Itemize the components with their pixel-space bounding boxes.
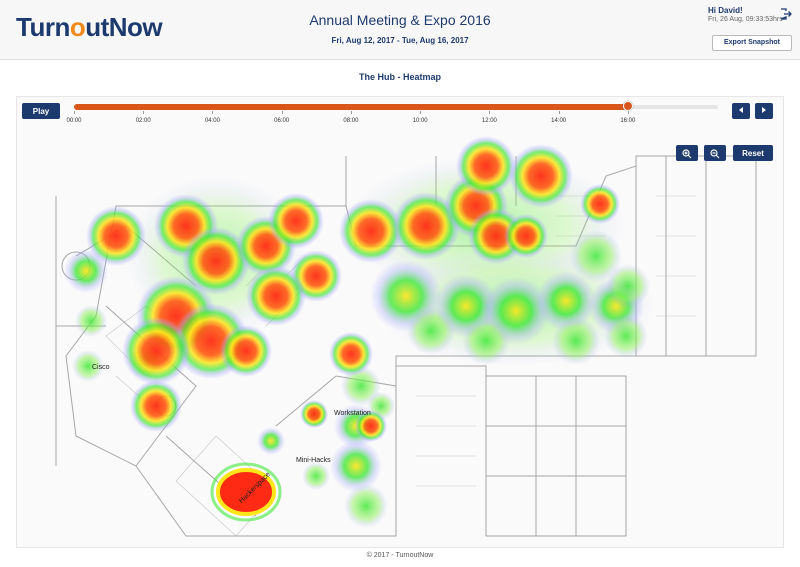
- timeline-tick-mark: [350, 111, 352, 114]
- play-button[interactable]: Play: [22, 103, 60, 119]
- timeline-tick-mark: [420, 111, 422, 114]
- timeline-tick-label: 16:00: [620, 118, 636, 124]
- logo-text-part1: Turn: [16, 12, 70, 42]
- logo-text-part3: utNow: [85, 12, 163, 42]
- timeline-tick-label: 08:00: [343, 118, 359, 124]
- timeline-progress: [74, 104, 628, 110]
- timeline-tick-mark: [143, 111, 145, 114]
- timeline-tick-label: 00:00: [66, 118, 82, 124]
- timeline-tick-mark: [627, 111, 629, 114]
- timeline-tick-mark: [558, 111, 560, 114]
- timeline-tick-label: 12:00: [481, 118, 497, 124]
- timeline-tick-mark: [74, 111, 75, 114]
- reset-button[interactable]: Reset: [733, 145, 773, 161]
- timeline-tick-label: 04:00: [204, 118, 220, 124]
- timeline-tick-label: 06:00: [274, 118, 290, 124]
- logout-icon[interactable]: [780, 8, 792, 20]
- export-snapshot-button[interactable]: Export Snapshot: [712, 35, 792, 51]
- floorplan-heatmap[interactable]: [16, 136, 784, 548]
- timeline-tick-mark: [212, 111, 214, 114]
- zoom-in-icon[interactable]: [676, 145, 698, 161]
- page-title: The Hub - Heatmap: [358, 72, 441, 82]
- turnoutnow-logo[interactable]: TurnoutNow: [16, 12, 163, 43]
- room-label-mini-hacks: Mini-Hacks: [296, 457, 331, 464]
- room-label-cisco: Cisco: [92, 364, 110, 371]
- logo-text-o: o: [69, 12, 86, 42]
- event-title: Annual Meeting & Expo 2016: [309, 12, 491, 28]
- timeline-handle[interactable]: [622, 101, 633, 111]
- current-timestamp: Fri, 26 Aug, 09:33:53hrs: [708, 16, 783, 23]
- event-dates: Fri, Aug 12, 2017 - Tue, Aug 16, 2017: [331, 36, 469, 45]
- app-header: TurnoutNow Annual Meeting & Expo 2016 Fr…: [0, 0, 800, 60]
- timeline-tick-mark: [489, 111, 491, 114]
- timeline-tick-label: 02:00: [135, 118, 151, 124]
- step-back-icon[interactable]: [732, 103, 750, 119]
- timeline-tick-label: 10:00: [412, 118, 428, 124]
- heat-hot-layer: [86, 136, 620, 442]
- timeline-tick-label: 14:00: [551, 118, 567, 124]
- timeline-tick-mark: [281, 111, 283, 114]
- hackerspace-hotspot: [216, 468, 276, 516]
- step-forward-icon[interactable]: [755, 103, 773, 119]
- footer-copyright: © 2017 - TurnoutNow: [366, 552, 434, 559]
- user-greeting: Hi David!: [708, 6, 743, 15]
- zoom-out-icon[interactable]: [704, 145, 726, 161]
- room-label-workstation: Workstation: [334, 410, 371, 417]
